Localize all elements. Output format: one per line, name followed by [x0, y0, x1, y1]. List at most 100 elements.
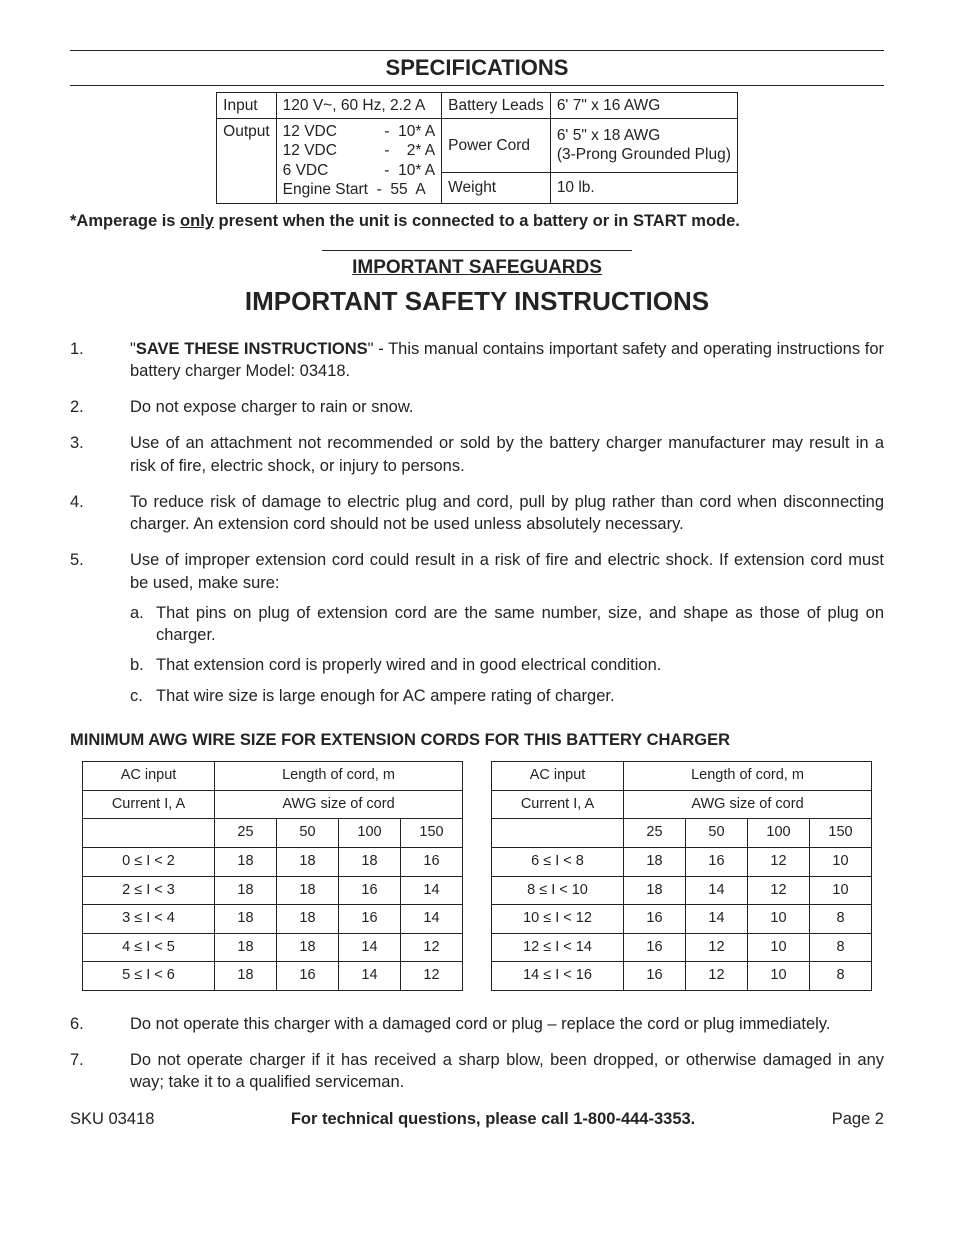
specifications-heading: SPECIFICATIONS: [70, 50, 884, 86]
item-number: 1.: [70, 338, 130, 383]
safeguards-heading: IMPORTANT SAFEGUARDS: [322, 250, 632, 281]
awg-cell: 25: [624, 819, 686, 848]
awg-cell: 14: [686, 876, 748, 905]
item-number: 2.: [70, 396, 130, 418]
awg-cell: 14: [339, 962, 401, 991]
awg-cell: 16: [624, 933, 686, 962]
awg-cell: 16: [624, 905, 686, 934]
awg-cell: 16: [339, 905, 401, 934]
sub-body: That pins on plug of extension cord are …: [156, 602, 884, 647]
save-instructions-bold: SAVE THESE INSTRUCTIONS: [136, 340, 368, 358]
awg-cell: 18: [277, 933, 339, 962]
spec-cell: Power Cord: [442, 119, 551, 173]
awg-cell: 12 ≤ I < 14: [492, 933, 624, 962]
awg-cell: 10: [748, 962, 810, 991]
spec-cell: 6' 7" x 16 AWG: [550, 92, 737, 118]
awg-cell: 12: [686, 962, 748, 991]
sub-letter: a.: [130, 602, 156, 647]
awg-cell: 16: [624, 962, 686, 991]
awg-cell: 4 ≤ I < 5: [83, 933, 215, 962]
awg-cell: 18: [624, 847, 686, 876]
sub-letter: c.: [130, 685, 156, 707]
list-item: 5. Use of improper extension cord could …: [70, 549, 884, 715]
spec-cell: 6' 5" x 18 AWG (3-Prong Grounded Plug): [550, 119, 737, 173]
awg-cell: 10: [810, 847, 872, 876]
awg-cell: 8: [810, 962, 872, 991]
awg-cell: 150: [401, 819, 463, 848]
spec-cell: 120 V~, 60 Hz, 2.2 A: [276, 92, 441, 118]
awg-cell: 14: [686, 905, 748, 934]
awg-hdr: AC input: [83, 762, 215, 791]
awg-cell: 6 ≤ I < 8: [492, 847, 624, 876]
instruction-list-cont: 6.Do not operate this charger with a dam…: [70, 1013, 884, 1094]
list-item: 3.Use of an attachment not recommended o…: [70, 432, 884, 477]
item-5-text: Use of improper extension cord could res…: [130, 551, 884, 591]
page-footer: SKU 03418 For technical questions, pleas…: [70, 1108, 884, 1130]
list-item: 1."SAVE THESE INSTRUCTIONS" - This manua…: [70, 338, 884, 383]
awg-cell: 10: [810, 876, 872, 905]
item-number: 4.: [70, 491, 130, 536]
awg-cell: 18: [215, 847, 277, 876]
awg-cell: 18: [215, 962, 277, 991]
list-item: 2.Do not expose charger to rain or snow.: [70, 396, 884, 418]
safety-heading: IMPORTANT SAFETY INSTRUCTIONS: [70, 284, 884, 319]
list-item: 6.Do not operate this charger with a dam…: [70, 1013, 884, 1035]
awg-cell: 10 ≤ I < 12: [492, 905, 624, 934]
awg-cell: 12: [748, 847, 810, 876]
awg-cell: 14: [339, 933, 401, 962]
item-body: Use of an attachment not recommended or …: [130, 432, 884, 477]
awg-cell: 18: [339, 847, 401, 876]
sub-letter: b.: [130, 654, 156, 676]
item-body: Do not expose charger to rain or snow.: [130, 396, 884, 418]
item-body: Do not operate charger if it has receive…: [130, 1049, 884, 1094]
awg-cell: 25: [215, 819, 277, 848]
awg-cell: 14: [401, 905, 463, 934]
awg-cell: [492, 819, 624, 848]
awg-cell: 50: [686, 819, 748, 848]
awg-hdr: Current I, A: [492, 790, 624, 819]
item-body: Do not operate this charger with a damag…: [130, 1013, 884, 1035]
footer-sku: SKU 03418: [70, 1108, 154, 1130]
awg-hdr: AWG size of cord: [215, 790, 463, 819]
sub-list: a.That pins on plug of extension cord ar…: [130, 602, 884, 707]
awg-cell: 12: [686, 933, 748, 962]
awg-cell: 18: [624, 876, 686, 905]
awg-cell: 100: [339, 819, 401, 848]
awg-cell: 8 ≤ I < 10: [492, 876, 624, 905]
awg-cell: 18: [277, 905, 339, 934]
awg-tables: AC inputLength of cord, mCurrent I, AAWG…: [70, 761, 884, 991]
amp-note-post: present when the unit is connected to a …: [214, 212, 740, 230]
item-number: 3.: [70, 432, 130, 477]
awg-cell: 5 ≤ I < 6: [83, 962, 215, 991]
sub-item: c.That wire size is large enough for AC …: [130, 685, 884, 707]
awg-cell: 16: [401, 847, 463, 876]
awg-hdr: AC input: [492, 762, 624, 791]
item-body: To reduce risk of damage to electric plu…: [130, 491, 884, 536]
footer-phone: For technical questions, please call 1-8…: [291, 1108, 695, 1130]
awg-cell: 150: [810, 819, 872, 848]
awg-cell: 16: [686, 847, 748, 876]
awg-cell: [83, 819, 215, 848]
awg-cell: 50: [277, 819, 339, 848]
item-body: "SAVE THESE INSTRUCTIONS" - This manual …: [130, 338, 884, 383]
awg-cell: 18: [215, 876, 277, 905]
awg-cell: 18: [215, 933, 277, 962]
awg-cell: 2 ≤ I < 3: [83, 876, 215, 905]
awg-cell: 10: [748, 933, 810, 962]
sub-body: That extension cord is properly wired an…: [156, 654, 661, 676]
amp-note-pre: *Amperage is: [70, 212, 180, 230]
spec-cell: 12 VDC - 10* A 12 VDC - 2* A 6 VDC - 10*…: [276, 119, 441, 204]
awg-table-left: AC inputLength of cord, mCurrent I, AAWG…: [82, 761, 463, 991]
amp-note-only: only: [180, 212, 214, 230]
sub-item: b.That extension cord is properly wired …: [130, 654, 884, 676]
awg-hdr: Current I, A: [83, 790, 215, 819]
awg-cell: 10: [748, 905, 810, 934]
awg-cell: 18: [277, 847, 339, 876]
awg-cell: 14: [401, 876, 463, 905]
spec-cell: Input: [217, 92, 277, 118]
awg-cell: 100: [748, 819, 810, 848]
awg-cell: 16: [277, 962, 339, 991]
list-item: 4.To reduce risk of damage to electric p…: [70, 491, 884, 536]
spec-cell: Battery Leads: [442, 92, 551, 118]
awg-cell: 16: [339, 876, 401, 905]
